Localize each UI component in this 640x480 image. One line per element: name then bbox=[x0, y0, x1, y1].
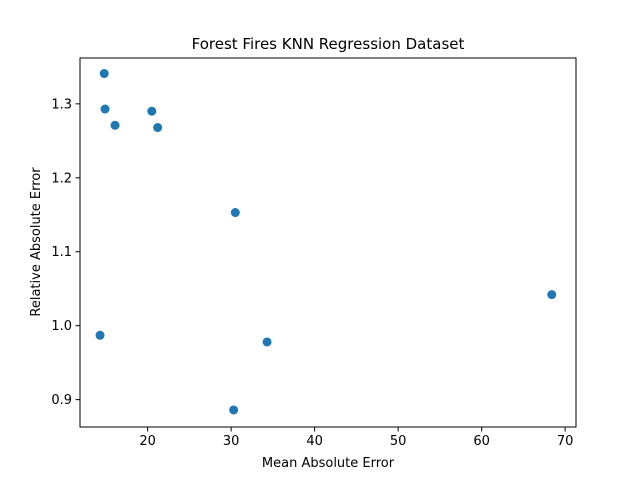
y-axis-ticks: 0.9 1.0 1.1 1.2 1.3 bbox=[51, 97, 80, 408]
y-tick-label: 1.0 bbox=[51, 319, 72, 334]
data-point-4 bbox=[147, 106, 157, 116]
x-tick-label: 20 bbox=[139, 434, 156, 449]
y-tick-label: 0.9 bbox=[51, 393, 72, 408]
data-point-10 bbox=[229, 405, 239, 415]
data-point-9 bbox=[262, 337, 272, 347]
chart-title: Forest Fires KNN Regression Dataset bbox=[192, 35, 465, 53]
x-tick-label: 30 bbox=[223, 434, 240, 449]
data-point-1 bbox=[99, 69, 109, 79]
x-tick-label: 50 bbox=[390, 434, 407, 449]
data-point-3 bbox=[110, 120, 120, 130]
y-tick-label: 1.2 bbox=[51, 171, 72, 186]
data-point-5 bbox=[153, 123, 163, 133]
data-point-8 bbox=[95, 330, 105, 340]
x-tick-label: 40 bbox=[306, 434, 323, 449]
y-tick-label: 1.3 bbox=[51, 97, 72, 112]
plot-frame bbox=[79, 57, 577, 428]
data-point-6 bbox=[230, 208, 240, 218]
y-tick-label: 1.1 bbox=[51, 245, 72, 260]
x-axis-ticks: 20 30 40 50 60 70 bbox=[139, 427, 573, 449]
data-point-2 bbox=[100, 104, 110, 114]
data-point-7 bbox=[547, 290, 557, 300]
data-points bbox=[95, 69, 557, 415]
x-axis-label: Mean Absolute Error bbox=[262, 456, 395, 471]
x-tick-label: 60 bbox=[473, 434, 490, 449]
x-tick-label: 70 bbox=[557, 434, 574, 449]
y-axis-label: Relative Absolute Error bbox=[29, 167, 44, 317]
